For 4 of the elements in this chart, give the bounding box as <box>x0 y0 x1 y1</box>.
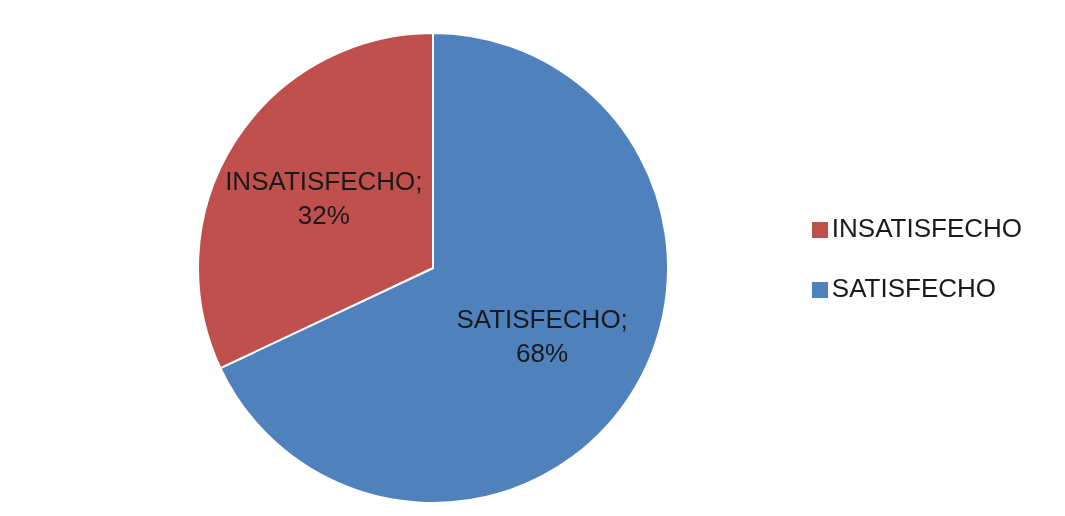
data-label: SATISFECHO; 68% <box>456 304 628 369</box>
data-label: INSATISFECHO; 32% <box>225 165 423 230</box>
legend-label: SATISFECHO <box>831 273 996 303</box>
legend-label: INSATISFECHO <box>831 213 1022 243</box>
